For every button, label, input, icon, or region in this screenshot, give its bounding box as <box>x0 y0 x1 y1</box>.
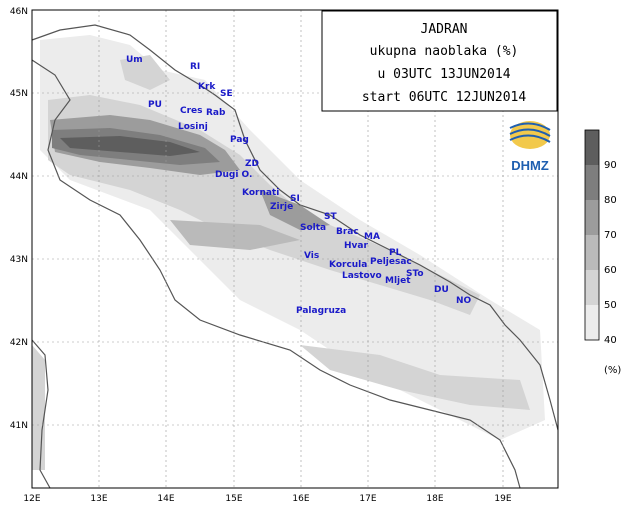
legend-label: 70 <box>604 230 617 241</box>
lat-tick-label: 46N <box>10 7 28 17</box>
title-line-3: u 03UTC 13JUN2014 <box>377 67 510 82</box>
legend: 90 80 70 60 50 40 (%) <box>584 129 621 376</box>
legend-swatch <box>585 200 599 235</box>
map-frame <box>31 9 559 489</box>
place-label: Kornati <box>242 188 279 198</box>
legend-label: 40 <box>604 335 617 346</box>
title-box: JADRAN ukupna naoblaka (%) u 03UTC 13JUN… <box>321 10 558 112</box>
place-label: DU <box>434 285 449 295</box>
place-label: RI <box>190 62 200 72</box>
lat-tick-label: 41N <box>10 421 28 431</box>
place-label: Lastovo <box>342 271 382 281</box>
legend-swatch <box>585 270 599 305</box>
coastline <box>31 24 559 489</box>
place-label: PL <box>389 248 402 258</box>
place-label: Losinj <box>178 122 208 132</box>
place-label: ST <box>324 212 337 222</box>
legend-swatch <box>585 130 599 165</box>
place-label: Brac <box>336 227 359 237</box>
legend-unit: (%) <box>604 365 621 376</box>
lon-tick-label: 19E <box>494 494 511 504</box>
lat-axis: 46N 45N 44N 43N 42N 41N <box>10 7 28 431</box>
place-label: Palagruza <box>296 306 346 316</box>
lon-axis: 12E 13E 14E 15E 16E 17E 18E 19E <box>23 494 511 504</box>
place-label: Vis <box>304 251 319 261</box>
logo-text: DHMZ <box>511 158 549 173</box>
place-labels: Um RI Krk SE PU Cres Rab Losinj Pag ZD D… <box>126 55 472 316</box>
place-label: Peljesac <box>370 257 412 267</box>
place-label: Korcula <box>329 260 367 270</box>
lon-tick-label: 16E <box>292 494 309 504</box>
place-label: STo <box>406 269 424 279</box>
legend-swatch <box>585 235 599 270</box>
place-label: NO <box>456 296 472 306</box>
place-label: Dugi O. <box>215 170 252 180</box>
lon-tick-label: 18E <box>426 494 443 504</box>
lat-tick-label: 43N <box>10 255 28 265</box>
lon-tick-label: 13E <box>90 494 107 504</box>
place-label: Zirje <box>270 202 293 212</box>
place-label: SE <box>220 89 233 99</box>
place-label: MA <box>364 232 380 242</box>
place-label: Rab <box>206 108 226 118</box>
dhmz-logo: DHMZ <box>509 121 551 173</box>
place-label: Mljet <box>385 276 411 286</box>
place-label: Solta <box>300 223 326 233</box>
lat-tick-label: 45N <box>10 89 28 99</box>
place-label: SI <box>290 194 300 204</box>
lat-tick-label: 44N <box>10 172 28 182</box>
lat-tick-label: 42N <box>10 338 28 348</box>
lon-tick-label: 15E <box>225 494 242 504</box>
lon-tick-label: 17E <box>359 494 376 504</box>
place-label: ZD <box>245 159 259 169</box>
legend-swatch <box>585 165 599 200</box>
legend-label: 50 <box>604 300 617 311</box>
lon-tick-label: 12E <box>23 494 40 504</box>
place-label: Krk <box>198 82 216 92</box>
place-label: Hvar <box>344 241 368 251</box>
legend-label: 80 <box>604 195 617 206</box>
place-label: Cres <box>180 106 203 116</box>
title-line-2: ukupna naoblaka (%) <box>370 44 519 59</box>
place-label: Pag <box>230 135 249 145</box>
place-label: PU <box>148 100 162 110</box>
title-line-1: JADRAN <box>421 22 468 37</box>
place-label: Um <box>126 55 143 65</box>
legend-label: 60 <box>604 265 617 276</box>
legend-label: 90 <box>604 160 617 171</box>
lon-tick-label: 14E <box>157 494 174 504</box>
legend-swatch <box>585 305 599 340</box>
title-line-4: start 06UTC 12JUN2014 <box>362 90 527 105</box>
